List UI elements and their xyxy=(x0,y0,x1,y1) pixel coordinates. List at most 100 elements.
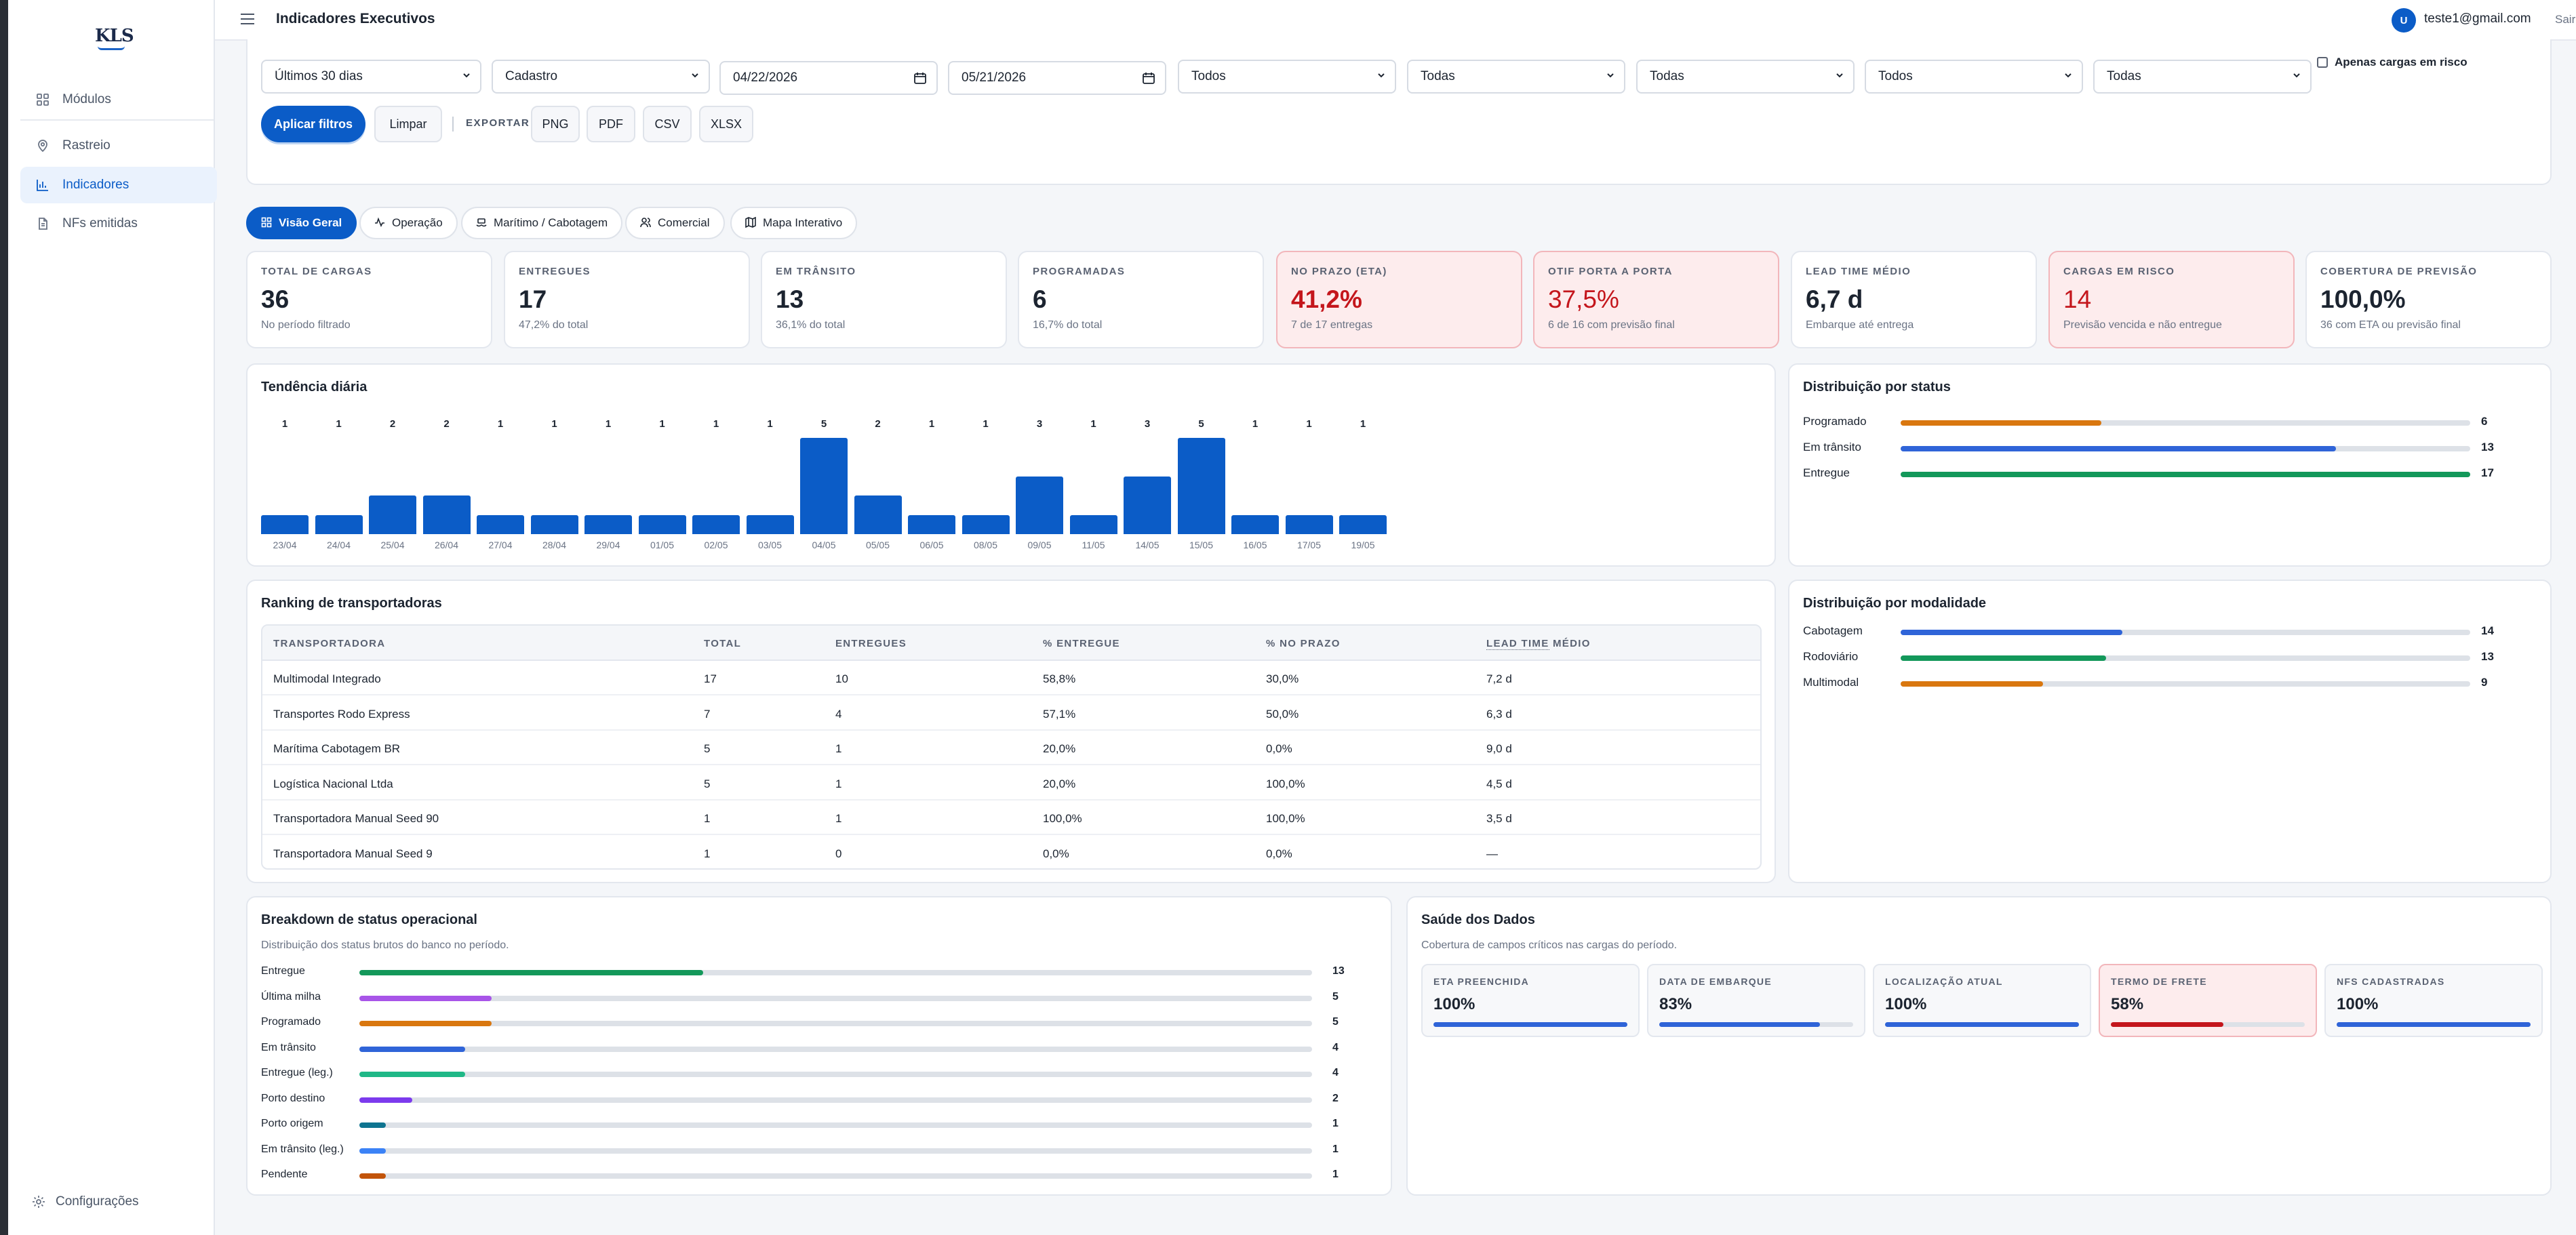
table-row[interactable]: Transportadora Manual Seed 9 1 0 0,0% 0,0% — xyxy=(262,836,1760,869)
health-label: NFS CADASTRADAS xyxy=(2337,976,2445,987)
row-label: Multimodal xyxy=(1803,676,1859,689)
chart-bar[interactable] xyxy=(908,514,955,534)
filter-select-2[interactable]: Todas xyxy=(1407,60,1625,94)
company-logo[interactable]: KLS xyxy=(95,26,142,53)
table-cell: Transportadora Manual Seed 90 xyxy=(273,812,439,825)
kpi-sub: 47,2% do total xyxy=(519,319,589,331)
export-xlsx-button[interactable]: XLSX xyxy=(699,106,753,142)
filter-select-3[interactable]: Todas xyxy=(1636,60,1855,94)
chart-bar[interactable] xyxy=(638,514,686,534)
chart-bar[interactable] xyxy=(692,514,740,534)
tab-mapa-interativo[interactable]: Mapa Interativo xyxy=(730,207,858,239)
export-pdf-button[interactable]: PDF xyxy=(587,106,635,142)
chevron-down-icon xyxy=(692,73,698,78)
source-select[interactable]: Cadastro xyxy=(492,60,710,94)
table-row[interactable]: Marítima Cabotagem BR 5 1 20,0% 0,0% 9,0 d xyxy=(262,731,1760,765)
chart-bar[interactable] xyxy=(746,514,794,534)
x-tick-label: 06/05 xyxy=(919,540,944,550)
gear-icon xyxy=(31,1194,46,1209)
lead-time-abbr: LEAD TIME xyxy=(1486,638,1549,650)
grid-icon xyxy=(261,217,273,229)
sidebar-item-indicadores[interactable]: Indicadores xyxy=(20,167,217,203)
sidebar-item-configuracoes[interactable]: Configurações xyxy=(31,1194,139,1209)
table-cell: 0,0% xyxy=(1043,847,1069,860)
row-value: 5 xyxy=(1332,990,1339,1003)
chart-bar[interactable] xyxy=(854,495,902,534)
filters-panel: Últimos 30 dias Cadastro 04/22/2026 05/2… xyxy=(246,39,2552,185)
progress-track xyxy=(359,970,1312,975)
tab-maritimo-cabotagem[interactable]: Marítimo / Cabotagem xyxy=(461,207,623,239)
clear-filters-button[interactable]: Limpar xyxy=(374,106,442,142)
health-label: ETA PREENCHIDA xyxy=(1433,976,1530,987)
chart-bar[interactable] xyxy=(315,514,363,534)
tab-visao-geral[interactable]: Visão Geral xyxy=(246,207,357,239)
kpi-label: NO PRAZO (ETA) xyxy=(1291,266,1387,277)
calendar-icon[interactable] xyxy=(913,71,927,85)
apply-filters-button[interactable]: Aplicar filtros xyxy=(261,106,365,142)
chart-bar[interactable] xyxy=(584,514,632,534)
period-select[interactable]: Últimos 30 dias xyxy=(261,60,481,94)
export-csv-button[interactable]: CSV xyxy=(643,106,692,142)
chart-bar[interactable] xyxy=(1069,514,1117,534)
tab-label: Visão Geral xyxy=(279,216,342,229)
chart-bar[interactable] xyxy=(1016,476,1063,534)
bar-value-label: 1 xyxy=(336,418,342,430)
progress-track xyxy=(1901,655,2470,661)
table-row[interactable]: Multimodal Integrado 17 10 58,8% 30,0% 7,2 d xyxy=(262,661,1760,695)
table-cell: 5 xyxy=(704,777,711,790)
progress-fill xyxy=(1901,446,2337,451)
sidebar-item-nfs-emitidas[interactable]: NFs emitidas xyxy=(20,205,217,242)
chart-bar[interactable] xyxy=(800,438,848,534)
chart-bar[interactable] xyxy=(1231,514,1279,534)
filter-select-1[interactable]: Todos xyxy=(1178,60,1396,94)
table-row[interactable]: Transportes Rodo Express 7 4 57,1% 50,0% 6,3 … xyxy=(262,696,1760,731)
table-header: TRANSPORTADORA TOTAL ENTREGUES % ENTREGU… xyxy=(262,626,1760,661)
data-health-item: LOCALIZAÇÃO ATUAL 100% xyxy=(1873,964,2091,1037)
tab-comercial[interactable]: Comercial xyxy=(625,207,725,239)
bar-value-label: 1 xyxy=(605,418,612,430)
progress-fill xyxy=(359,970,704,975)
sidebar-item-modulos[interactable]: Módulos xyxy=(20,81,217,118)
checkbox-box[interactable] xyxy=(2317,57,2328,68)
ship-icon xyxy=(476,217,488,229)
data-health-item: DATA DE EMBARQUE 83% xyxy=(1647,964,1865,1037)
chart-bar[interactable] xyxy=(477,514,524,534)
logout-button[interactable]: Sair xyxy=(2555,13,2576,26)
chart-bar[interactable] xyxy=(1339,514,1387,534)
chart-bar[interactable] xyxy=(261,514,309,534)
table-cell: 3,5 d xyxy=(1486,812,1512,825)
date-to-input[interactable]: 05/21/2026 xyxy=(948,61,1166,95)
progress-fill xyxy=(359,1097,413,1103)
bar-chart-icon xyxy=(35,178,50,193)
x-tick-label: 01/05 xyxy=(650,540,675,550)
row-label: Programado xyxy=(261,1016,321,1028)
date-from-input[interactable]: 04/22/2026 xyxy=(719,61,938,95)
export-png-button[interactable]: PNG xyxy=(531,106,580,142)
table-row[interactable]: Transportadora Manual Seed 90 1 1 100,0% 100… xyxy=(262,801,1760,835)
table-cell: 20,0% xyxy=(1043,777,1076,790)
distribution-row: Rodoviário 13 xyxy=(1803,650,2508,666)
progress-fill xyxy=(359,1173,387,1179)
avatar[interactable]: U xyxy=(2392,8,2416,33)
data-health-item: NFS CADASTRADAS 100% xyxy=(2324,964,2543,1037)
filter-select-5[interactable]: Todas xyxy=(2093,60,2312,94)
kpi-label: LEAD TIME MÉDIO xyxy=(1806,266,1911,277)
filter-select-4[interactable]: Todos xyxy=(1865,60,2083,94)
table-cell: 20,0% xyxy=(1043,742,1076,755)
tab-operacao[interactable]: Operação xyxy=(359,207,458,239)
chart-bar[interactable] xyxy=(369,495,416,534)
bar-value-label: 3 xyxy=(1144,418,1151,430)
menu-toggle-icon[interactable] xyxy=(241,14,254,26)
kpi-value: 41,2% xyxy=(1291,285,1362,313)
chart-bar[interactable] xyxy=(962,514,1010,534)
chart-bar[interactable] xyxy=(1124,476,1171,534)
chart-bar[interactable] xyxy=(1285,514,1333,534)
chart-bar[interactable] xyxy=(1177,438,1225,534)
chart-bar[interactable] xyxy=(422,495,471,534)
bar-value-label: 5 xyxy=(820,418,827,430)
chart-bar[interactable] xyxy=(530,514,578,534)
calendar-icon[interactable] xyxy=(1142,71,1155,85)
risk-only-checkbox[interactable]: Apenas cargas em risco xyxy=(2317,56,2468,69)
sidebar-item-rastreio[interactable]: Rastreio xyxy=(20,127,217,164)
table-row[interactable]: Logística Nacional Ltda 5 1 20,0% 100,0% 4,5 … xyxy=(262,766,1760,801)
